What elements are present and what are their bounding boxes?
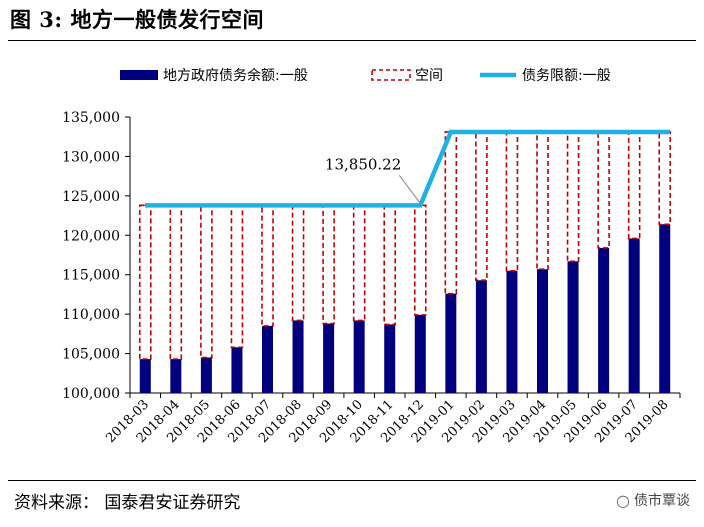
space-box bbox=[322, 204, 335, 325]
space-box bbox=[138, 204, 152, 360]
balance-bar bbox=[384, 324, 396, 393]
bars bbox=[139, 224, 671, 393]
space-box bbox=[200, 204, 213, 359]
space-box bbox=[627, 131, 641, 240]
source-note: 资料来源： 国泰君安证券研究 bbox=[14, 493, 241, 513]
space-box bbox=[658, 131, 672, 226]
balance-bar bbox=[262, 325, 273, 393]
space-box bbox=[230, 204, 244, 349]
space-box bbox=[261, 204, 274, 327]
y-tick-label: 135,000 bbox=[62, 110, 120, 126]
legend-label-space: 空间 bbox=[415, 68, 443, 84]
space-box bbox=[475, 131, 488, 282]
watermark-text: 债市覃谈 bbox=[634, 493, 690, 509]
wechat-icon: ○ bbox=[616, 490, 630, 510]
space-box bbox=[413, 204, 427, 316]
balance-bar bbox=[475, 280, 487, 393]
balance-bar bbox=[292, 320, 304, 393]
balance-bar bbox=[628, 238, 640, 393]
space-box bbox=[505, 131, 519, 272]
y-tick-label: 120,000 bbox=[62, 228, 120, 244]
space-box bbox=[352, 204, 366, 322]
legend-swatch-space bbox=[371, 69, 411, 81]
y-tick-label: 105,000 bbox=[62, 347, 120, 363]
legend-label-limit: 债务限额:一般 bbox=[522, 68, 611, 84]
space-box bbox=[383, 204, 397, 326]
y-tick-label: 110,000 bbox=[62, 307, 120, 323]
balance-bar bbox=[414, 314, 426, 393]
legend-swatch-balance bbox=[120, 70, 158, 80]
space-box bbox=[597, 131, 610, 249]
legend-label-balance: 地方政府债务余额:一般 bbox=[163, 67, 308, 84]
balance-bar bbox=[598, 247, 610, 393]
legend: 地方政府债务余额:一般 空间 债务限额:一般 bbox=[120, 67, 611, 84]
y-tick-label: 125,000 bbox=[62, 189, 120, 205]
balance-bar bbox=[567, 261, 579, 393]
balance-bar bbox=[353, 320, 365, 393]
annotation-leader bbox=[398, 175, 421, 204]
space-box bbox=[566, 131, 580, 263]
balance-bar bbox=[170, 359, 182, 393]
balance-bar bbox=[659, 224, 671, 393]
space-boxes bbox=[138, 131, 672, 360]
space-box bbox=[169, 204, 183, 360]
space-box bbox=[291, 204, 305, 322]
figure-title: 图 3: 地方一般债发行空间 bbox=[10, 7, 264, 32]
y-tick-label: 115,000 bbox=[62, 268, 120, 284]
balance-bar bbox=[200, 357, 212, 393]
title-divider bbox=[8, 40, 696, 41]
watermark: ○ 债市覃谈 bbox=[616, 490, 690, 510]
annotations: 13,850.22 bbox=[325, 155, 421, 204]
footer-divider bbox=[8, 480, 696, 481]
limit-line bbox=[145, 129, 670, 208]
annotation-label: 13,850.22 bbox=[325, 155, 401, 173]
chart: 地方政府债务余额:一般 空间 债务限额:一般 100,000 105,000 110… bbox=[62, 67, 681, 446]
balance-bar bbox=[231, 347, 243, 393]
y-tick-label: 100,000 bbox=[62, 386, 120, 402]
balance-bar bbox=[323, 323, 335, 393]
balance-bar bbox=[537, 269, 548, 393]
y-tick-label: 130,000 bbox=[62, 149, 120, 165]
space-box bbox=[444, 131, 458, 295]
space-box bbox=[536, 131, 549, 270]
balance-bar bbox=[506, 270, 518, 393]
balance-bar bbox=[139, 359, 151, 393]
y-ticks: 100,000 105,000 110,000 115,000 120,000 125,0… bbox=[62, 110, 130, 402]
x-ticks: 2018-032018-042018-052018-062018-072018-… bbox=[103, 393, 681, 446]
balance-bar bbox=[445, 293, 457, 393]
